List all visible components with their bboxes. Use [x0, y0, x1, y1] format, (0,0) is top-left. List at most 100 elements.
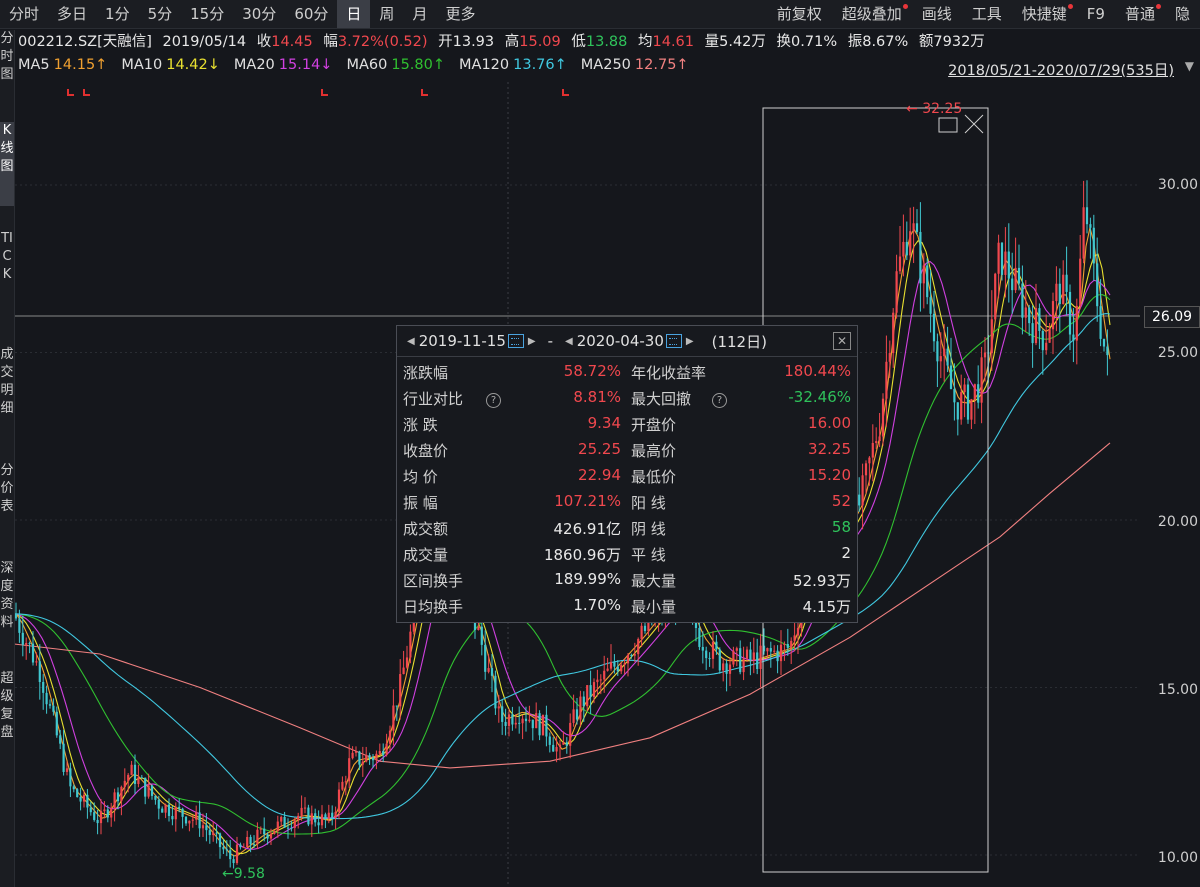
candle-body: [246, 836, 249, 848]
period-tab[interactable]: 更多: [445, 5, 476, 23]
stat-label: 最大量: [631, 572, 677, 590]
toolbar-right: 前复权 超级叠加 画线 工具 快捷键 F9 普通 隐: [767, 0, 1200, 28]
candle-body: [334, 811, 337, 818]
vol-value: 5.42万: [719, 34, 766, 50]
price-axis: 30.00 25.00 20.00 15.00 10.00: [1140, 82, 1200, 887]
candle-body: [596, 679, 599, 683]
candle-body: [722, 663, 725, 671]
quote-date: 2019/05/14: [162, 34, 247, 50]
stock-code[interactable]: 002212.SZ[天融信]: [18, 34, 152, 50]
period-tab[interactable]: 5分: [147, 5, 173, 23]
toolbar-button[interactable]: 前复权: [767, 0, 832, 28]
candle-body: [943, 348, 946, 357]
candle-body: [1014, 267, 1017, 291]
panel-row: 涨跌幅 58.72% 年化收益率 180.44%: [397, 362, 857, 388]
candle-body: [103, 809, 106, 812]
toolbar-button-label: 普通: [1124, 5, 1155, 23]
side-nav-item[interactable]: 深度资料: [0, 561, 14, 630]
candle-body: [902, 241, 905, 257]
stat-label: 最大回撤: [631, 390, 692, 408]
candle-body: [630, 654, 633, 656]
candle-body: [167, 804, 171, 816]
end-prev-icon[interactable]: ◀: [565, 335, 573, 347]
candle-body: [745, 649, 749, 659]
help-icon[interactable]: ?: [712, 393, 727, 408]
period-tab[interactable]: 分时: [9, 5, 40, 23]
stat-label: 最高价: [631, 442, 677, 460]
toolbar-button[interactable]: 工具: [962, 0, 1012, 28]
candle-body: [388, 730, 392, 744]
candle-body: [514, 722, 517, 725]
candle-body: [55, 711, 58, 736]
side-nav-item[interactable]: TICK: [1, 231, 13, 282]
candle-body: [127, 774, 130, 781]
start-next-icon[interactable]: ▶: [527, 335, 536, 347]
toolbar-button[interactable]: F9: [1077, 0, 1115, 28]
candle-body: [776, 650, 779, 662]
stat-value: 189.99%: [554, 570, 621, 588]
help-icon[interactable]: ?: [486, 393, 501, 408]
candle-body: [157, 799, 160, 809]
side-nav-item[interactable]: 成交明细: [0, 347, 14, 416]
toolbar-button[interactable]: 画线: [912, 0, 962, 28]
candle-body: [25, 642, 28, 645]
side-nav-item[interactable]: 分价表: [0, 463, 14, 514]
stat-value: 1860.96万: [543, 546, 621, 564]
candle-body: [361, 761, 364, 765]
candle-body: [375, 753, 378, 761]
side-nav-item[interactable]: K线图: [0, 122, 14, 206]
period-tab[interactable]: 15分: [190, 5, 225, 23]
toolbar-button[interactable]: 普通: [1115, 0, 1165, 28]
start-calendar-icon[interactable]: [507, 334, 524, 348]
period-tab[interactable]: 30分: [242, 5, 277, 23]
candle-body: [888, 353, 891, 362]
candle-body: [535, 713, 538, 729]
side-nav-item[interactable]: 超级复盘: [0, 671, 14, 740]
period-tab[interactable]: 多日: [57, 5, 88, 23]
toolbar-button[interactable]: 快捷键: [1012, 0, 1077, 28]
period-tab[interactable]: 60分: [294, 5, 329, 23]
period-tab[interactable]: 日: [337, 0, 371, 28]
candle-body: [881, 398, 885, 437]
maximize-icon[interactable]: [938, 117, 958, 133]
candle-body: [337, 789, 341, 812]
period-tab[interactable]: 1分: [105, 5, 130, 23]
range-dropdown-icon[interactable]: ▼: [1184, 59, 1194, 73]
candle-body: [283, 816, 286, 828]
stat-label: 平 线: [631, 546, 666, 564]
side-nav-item[interactable]: 分时图: [0, 31, 14, 82]
end-next-icon[interactable]: ▶: [685, 335, 694, 347]
candle-body: [864, 463, 868, 476]
ma-name: MA120: [459, 57, 510, 73]
stat-label: 阳 线: [631, 494, 666, 512]
start-date[interactable]: 2019-11-15: [418, 332, 506, 350]
candle-body: [392, 705, 395, 731]
toolbar-button[interactable]: 隐: [1165, 0, 1200, 28]
start-prev-icon[interactable]: ◀: [407, 335, 415, 347]
toolbar-button[interactable]: 超级叠加: [832, 0, 912, 28]
candle-body: [575, 709, 579, 720]
candle-body: [915, 223, 919, 232]
candle-body: [953, 388, 956, 403]
change-value: 3.72%(0.52): [337, 34, 428, 50]
candle-body: [779, 644, 783, 662]
candle-body: [205, 825, 208, 831]
close-selection-icon[interactable]: [964, 114, 984, 134]
amount-value: 7932万: [933, 34, 985, 50]
end-calendar-icon[interactable]: [665, 334, 682, 348]
date-range-label[interactable]: 2018/05/21-2020/07/29(535日): [948, 63, 1174, 79]
candle-body: [263, 828, 266, 835]
candle-body: [623, 663, 626, 666]
candle-body: [966, 384, 970, 420]
candle-body: [327, 812, 330, 819]
candle-body: [528, 719, 531, 722]
period-tab[interactable]: 周: [379, 5, 395, 23]
end-date[interactable]: 2020-04-30: [576, 332, 664, 350]
candle-body: [480, 626, 483, 645]
selection-box-buttons[interactable]: [938, 114, 984, 134]
candle-body: [477, 626, 480, 630]
candle-body: [331, 812, 334, 818]
close-panel-icon[interactable]: ✕: [833, 332, 851, 350]
candle-body: [759, 645, 762, 669]
period-tab[interactable]: 月: [412, 5, 428, 23]
